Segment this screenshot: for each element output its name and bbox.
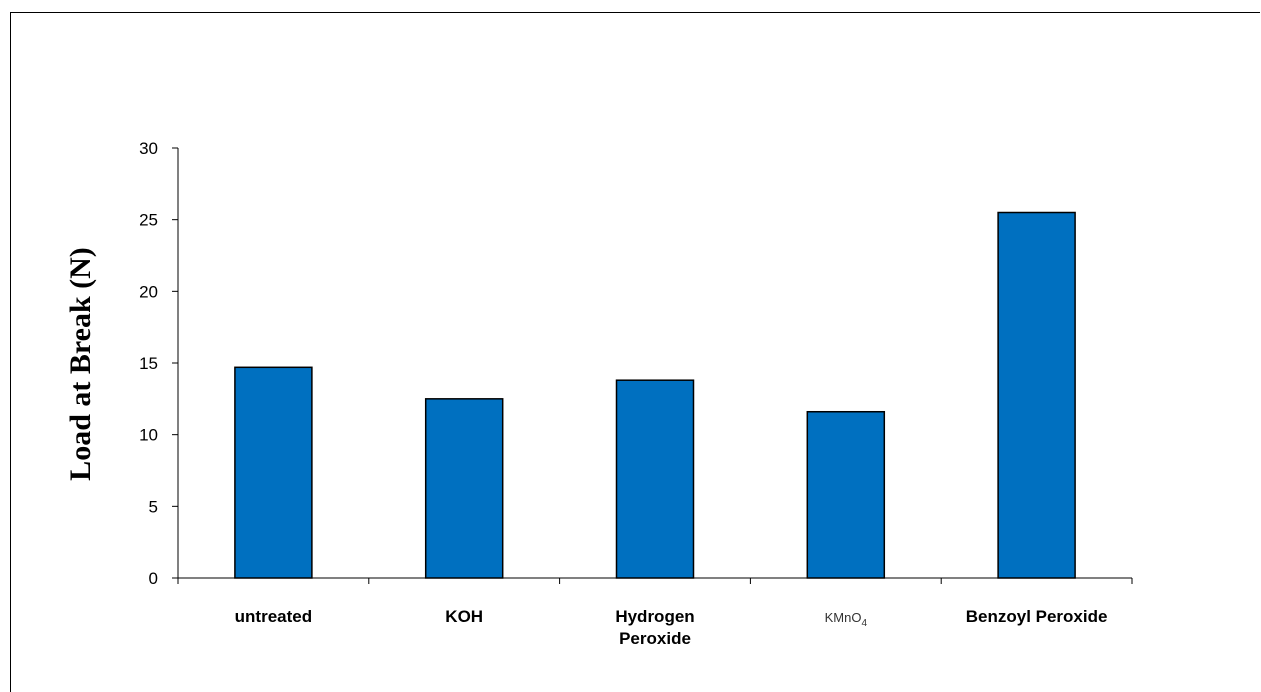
labels: 0 5 10 15 20 25 30 untreated KOH Hydrogen Peroxide… xyxy=(139,139,1107,648)
x-category-label: Benzoyl Peroxide xyxy=(966,607,1108,626)
chart-frame xyxy=(10,12,1260,692)
x-category-label: KOH xyxy=(445,607,483,626)
bar-kmno4 xyxy=(806,410,886,579)
y-axis-title: Load at Break (N) xyxy=(64,247,97,481)
x-category-label: KMnO4 xyxy=(825,610,868,629)
x-category-label: Hydrogen xyxy=(615,607,694,626)
y-tick-label: 20 xyxy=(139,282,158,301)
y-tick-label: 15 xyxy=(139,354,158,373)
y-tick-label: 10 xyxy=(139,426,158,445)
bar-hydrogen-peroxide xyxy=(615,379,695,579)
y-tick-label: 5 xyxy=(149,497,158,516)
y-tick-label: 0 xyxy=(149,569,158,588)
bars xyxy=(234,211,1076,579)
y-tick-label: 30 xyxy=(139,139,158,158)
bar-benzoyl-peroxide xyxy=(997,211,1076,579)
bar-koh xyxy=(424,398,504,579)
y-tick-label: 25 xyxy=(139,211,158,230)
x-category-label: untreated xyxy=(235,607,312,626)
bar-chart: 0 5 10 15 20 25 30 untreated KOH Hydrogen Peroxide… xyxy=(64,139,1133,648)
x-category-label: Peroxide xyxy=(619,629,691,648)
bar-untreated xyxy=(234,366,313,579)
